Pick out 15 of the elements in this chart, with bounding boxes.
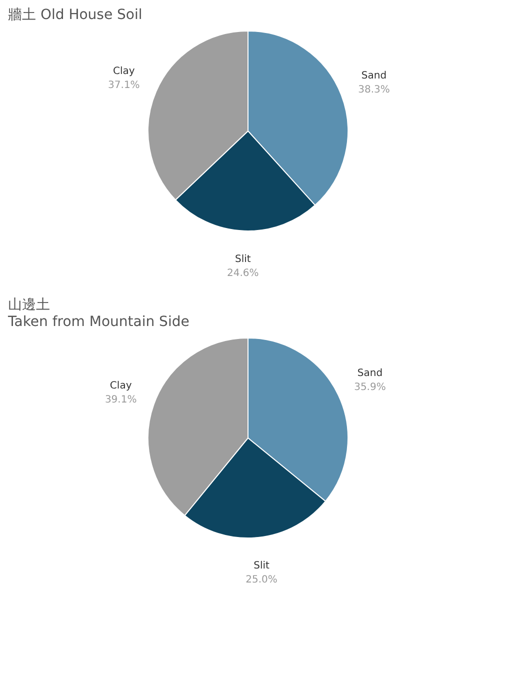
chart-title: 牆土 Old House Soil	[8, 7, 142, 23]
data-label: 24.6%	[227, 268, 259, 279]
slice-label: Clay	[110, 380, 132, 392]
data-label: 35.9%	[354, 382, 386, 394]
data-label: 38.3%	[358, 84, 390, 96]
data-label: 39.1%	[104, 394, 137, 406]
data-label: 25.0%	[246, 574, 278, 586]
slice-label: Clay	[113, 66, 135, 77]
slice-label: Slit	[254, 560, 270, 572]
slice-label: Sand	[361, 70, 387, 82]
chart-title: 山邊土	[8, 297, 50, 313]
slice-label: Slit	[235, 254, 251, 265]
slice-label: Sand	[357, 368, 383, 380]
chart-subtitle: Taken from Mountain Side	[7, 314, 190, 330]
data-label: 37.1%	[108, 80, 140, 91]
